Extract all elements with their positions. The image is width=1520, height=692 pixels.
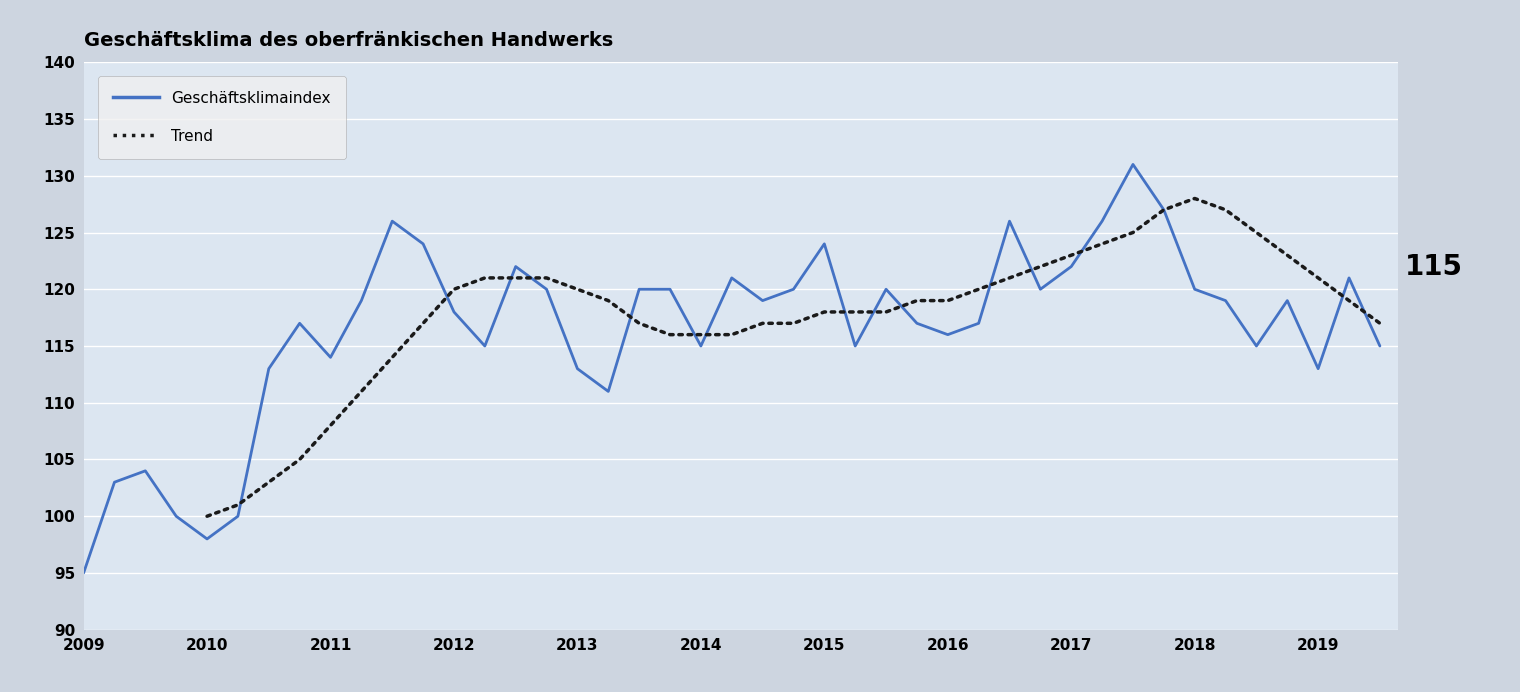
Text: 115: 115 (1404, 253, 1462, 280)
Text: Geschäftsklima des oberfränkischen Handwerks: Geschäftsklima des oberfränkischen Handw… (84, 30, 613, 50)
Legend: Geschäftsklimaindex, Trend: Geschäftsklimaindex, Trend (97, 75, 347, 159)
